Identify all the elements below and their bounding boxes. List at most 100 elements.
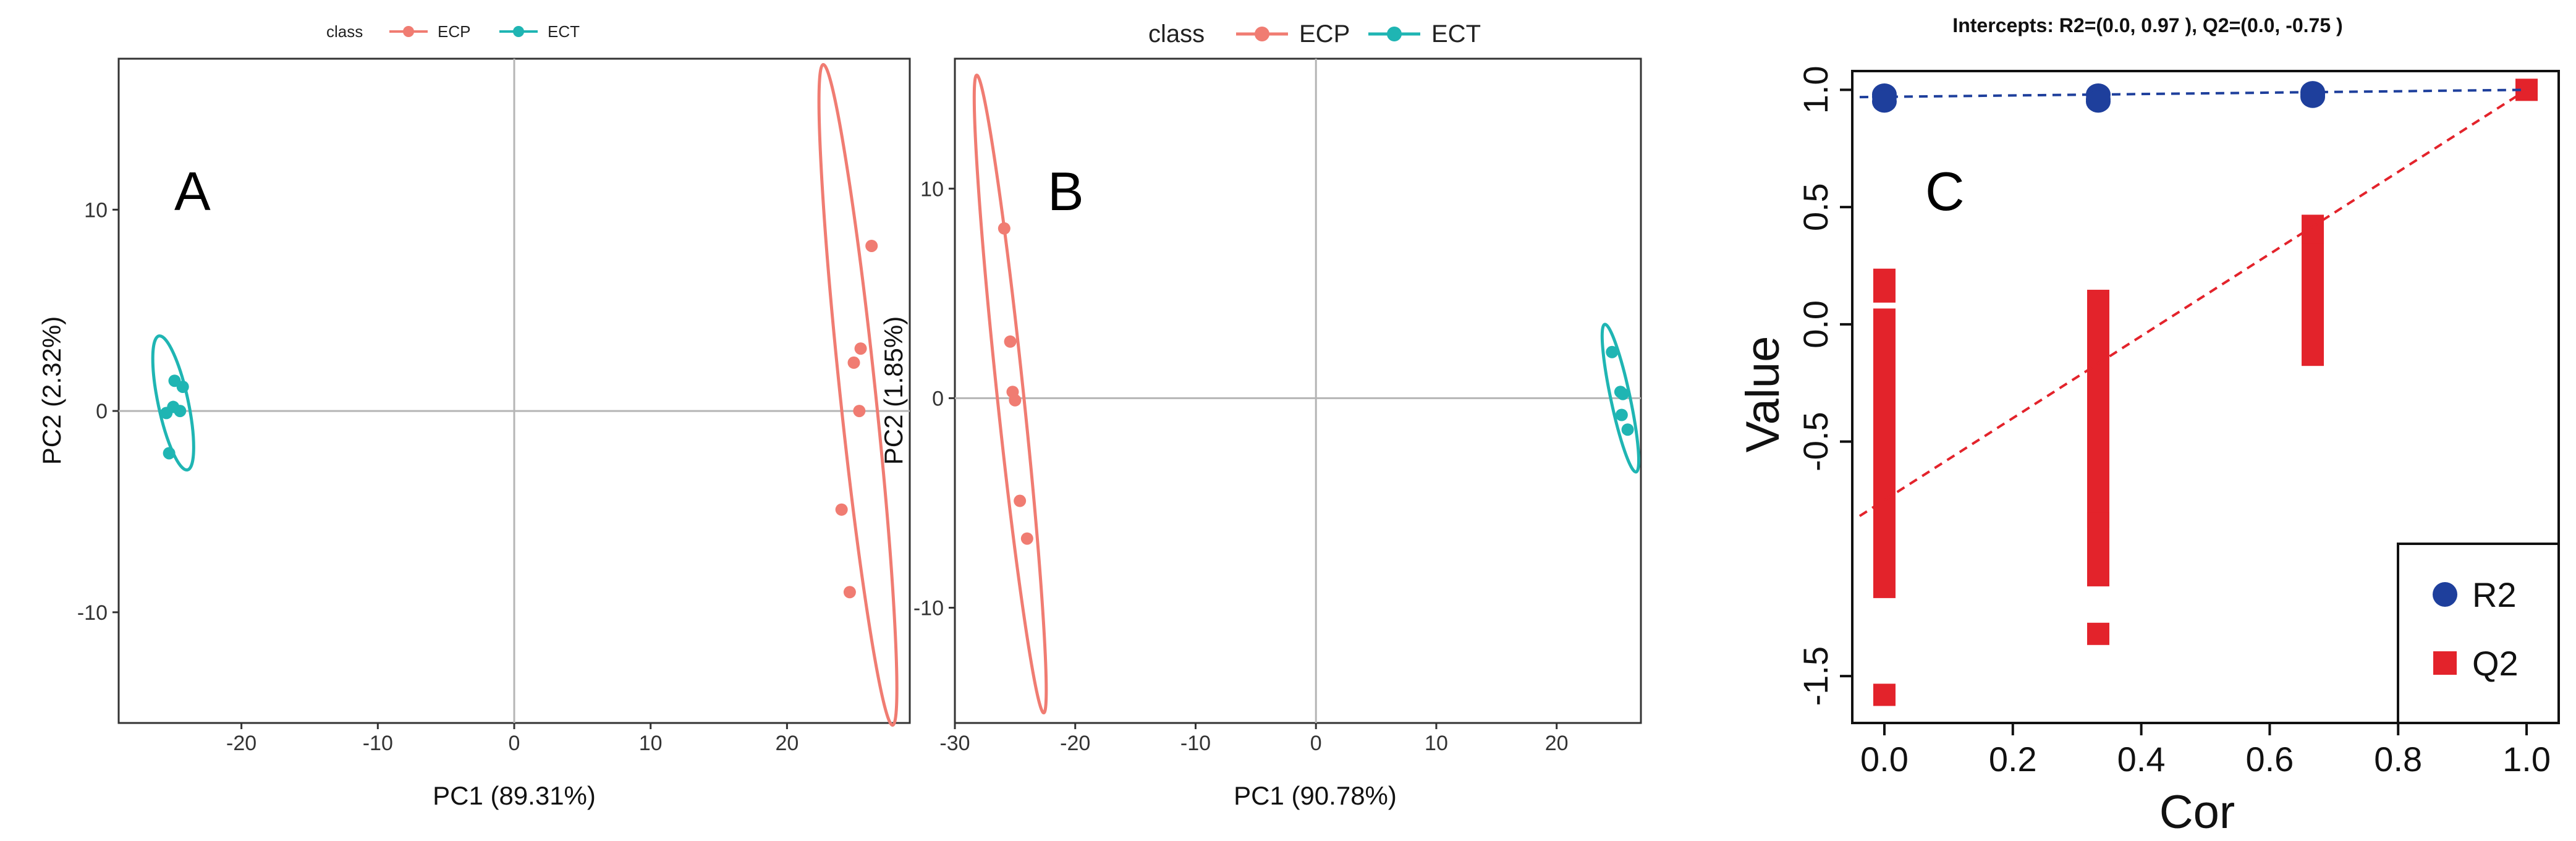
q2-bar: [2302, 214, 2324, 244]
q2-bar: [1873, 308, 1896, 598]
b-xtick-label: 10: [1425, 732, 1448, 755]
b-point-ecp: [1020, 532, 1033, 545]
r2-point: [1871, 90, 1897, 113]
c-ytick-label: 0.0: [1796, 300, 1835, 349]
x-axis-label-a: PC1 (89.31%): [433, 781, 596, 810]
y-axis-label-c: Value: [1737, 336, 1789, 453]
q2-bar: [2087, 512, 2109, 586]
r2-point: [2085, 90, 2111, 113]
plot-frame-b: [954, 57, 1642, 724]
a-point-ect: [160, 407, 173, 420]
a-ellipse-ect: [151, 334, 195, 472]
a-point-ecp: [843, 586, 856, 599]
legend-title-b: class: [1148, 20, 1205, 48]
legend-ecp-label-b: ECP: [1299, 20, 1350, 48]
q2-point: [1873, 683, 1896, 706]
b-point-ecp: [998, 222, 1010, 235]
legend-r2-label: R2: [2472, 575, 2517, 614]
c-xtick-label: 0.8: [2374, 740, 2422, 779]
b-point-ect: [1615, 408, 1628, 421]
legend-ecp-dot-b: [1255, 27, 1269, 41]
c-xtick-label: 0.2: [1989, 740, 2037, 779]
legend-title-a: class: [326, 22, 363, 41]
b-xtick-label: -30: [939, 732, 970, 755]
panel-label-b: B: [1048, 161, 1084, 222]
a-ytick-label: 0: [96, 400, 108, 423]
a-point-ect: [174, 405, 187, 418]
a-ellipse-ecp: [817, 62, 899, 727]
b-ytick-label: 10: [920, 177, 944, 201]
a-ytick-label: -10: [77, 601, 108, 625]
panel-label-a: A: [174, 161, 211, 222]
a-point-ecp: [865, 239, 878, 252]
a-xtick-label: 20: [775, 732, 799, 755]
fit-line-r2: [1859, 88, 2527, 99]
legend-q2-label: Q2: [2472, 644, 2519, 683]
plot-area-b: -30 -20 -10 0 10 20 -10 0 10: [913, 59, 1641, 755]
b-point-ect: [1606, 345, 1619, 358]
legend-ecp-dot-a: [403, 26, 414, 37]
c-xtick-label: 1.0: [2502, 740, 2551, 779]
legend-ecp-label-a: ECP: [438, 22, 470, 41]
x-axis-label-b: PC1 (90.78%): [1234, 781, 1397, 810]
b-xtick-label: 0: [1310, 732, 1322, 755]
a-xtick-label: -20: [226, 732, 256, 755]
q2-point: [2087, 622, 2109, 645]
legend-ect-label-a: ECT: [548, 22, 580, 41]
legend-ect-dot-a: [513, 26, 524, 37]
x-axis-label-c: Cor: [2159, 786, 2235, 839]
y-axis-label-b: PC2 (1.85%): [879, 316, 908, 465]
legend-a: class ECP ECT: [326, 22, 580, 41]
q2-bar: [2087, 289, 2109, 528]
b-ytick-label: 0: [932, 387, 944, 410]
y-axis-label-a: PC2 (2.32%): [37, 316, 66, 465]
q2-bar: [1873, 268, 1896, 303]
panel-label-c: C: [1925, 161, 1965, 222]
chart-title-c: Intercepts: R2=(0.0, 0.97 ), Q2=(0.0, -0…: [1952, 14, 2342, 36]
legend-b: class ECP ECT: [1148, 20, 1481, 48]
legend-box-c: [2397, 543, 2560, 724]
r2-point: [2300, 85, 2326, 108]
fit-line-q2: [1858, 88, 2528, 517]
a-point-ect: [163, 447, 176, 460]
b-ytick-label: -10: [913, 596, 944, 620]
a-point-ect: [176, 380, 189, 393]
legend-c: R2 Q2: [2397, 543, 2560, 724]
b-point-ecp: [1009, 394, 1022, 407]
b-point-ect: [1616, 387, 1629, 400]
a-xtick-label: -10: [363, 732, 393, 755]
c-xtick-label: 0.4: [2117, 740, 2166, 779]
q2-bar: [2302, 229, 2324, 366]
legend-r2-marker: [2433, 582, 2457, 607]
a-point-ecp: [853, 405, 866, 418]
panel-a: class ECP ECT -20 -10 0 10 20 -10 0 10 A PC1 (8…: [37, 22, 911, 810]
panel-b: class ECP ECT -30 -20 -10 0 10 20 -10 0 10 B PC1…: [879, 20, 1642, 810]
c-xtick-label: 0.6: [2245, 740, 2294, 779]
c-ytick-label: 1.0: [1796, 66, 1835, 114]
a-point-ecp: [847, 356, 860, 369]
b-xtick-label: -20: [1060, 732, 1090, 755]
c-ytick-label: -0.5: [1796, 412, 1835, 471]
c-ytick-label: -1.5: [1796, 646, 1835, 706]
b-point-ecp: [1004, 335, 1017, 348]
a-ytick-label: 10: [84, 198, 108, 222]
a-xtick-label: 10: [639, 732, 663, 755]
a-point-ecp: [835, 503, 848, 516]
b-ellipse-ecp: [972, 74, 1048, 715]
a-xtick-label: 0: [509, 732, 520, 755]
legend-ect-dot-b: [1387, 27, 1402, 41]
plot-area-c: 0.0 0.2 0.4 0.6 0.8 1.0 -1.5 -0.5 0.0 0.5 1.0: [1796, 66, 2551, 779]
plot-area-a: -20 -10 0 10 20 -10 0 10: [77, 59, 910, 755]
c-xtick-label: 0.0: [1860, 740, 1909, 779]
a-point-ecp: [854, 342, 867, 355]
b-point-ecp: [1014, 494, 1027, 507]
c-ytick-label: 0.5: [1796, 183, 1835, 231]
legend-q2-marker: [2433, 651, 2457, 675]
legend-ect-label-b: ECT: [1431, 20, 1481, 48]
b-xtick-label: -10: [1180, 732, 1211, 755]
b-xtick-label: 20: [1545, 732, 1569, 755]
b-point-ect: [1621, 423, 1634, 436]
panel-c: Intercepts: R2=(0.0, 0.97 ), Q2=(0.0, -0…: [1737, 14, 2560, 839]
b-ellipse-ect: [1600, 323, 1641, 474]
